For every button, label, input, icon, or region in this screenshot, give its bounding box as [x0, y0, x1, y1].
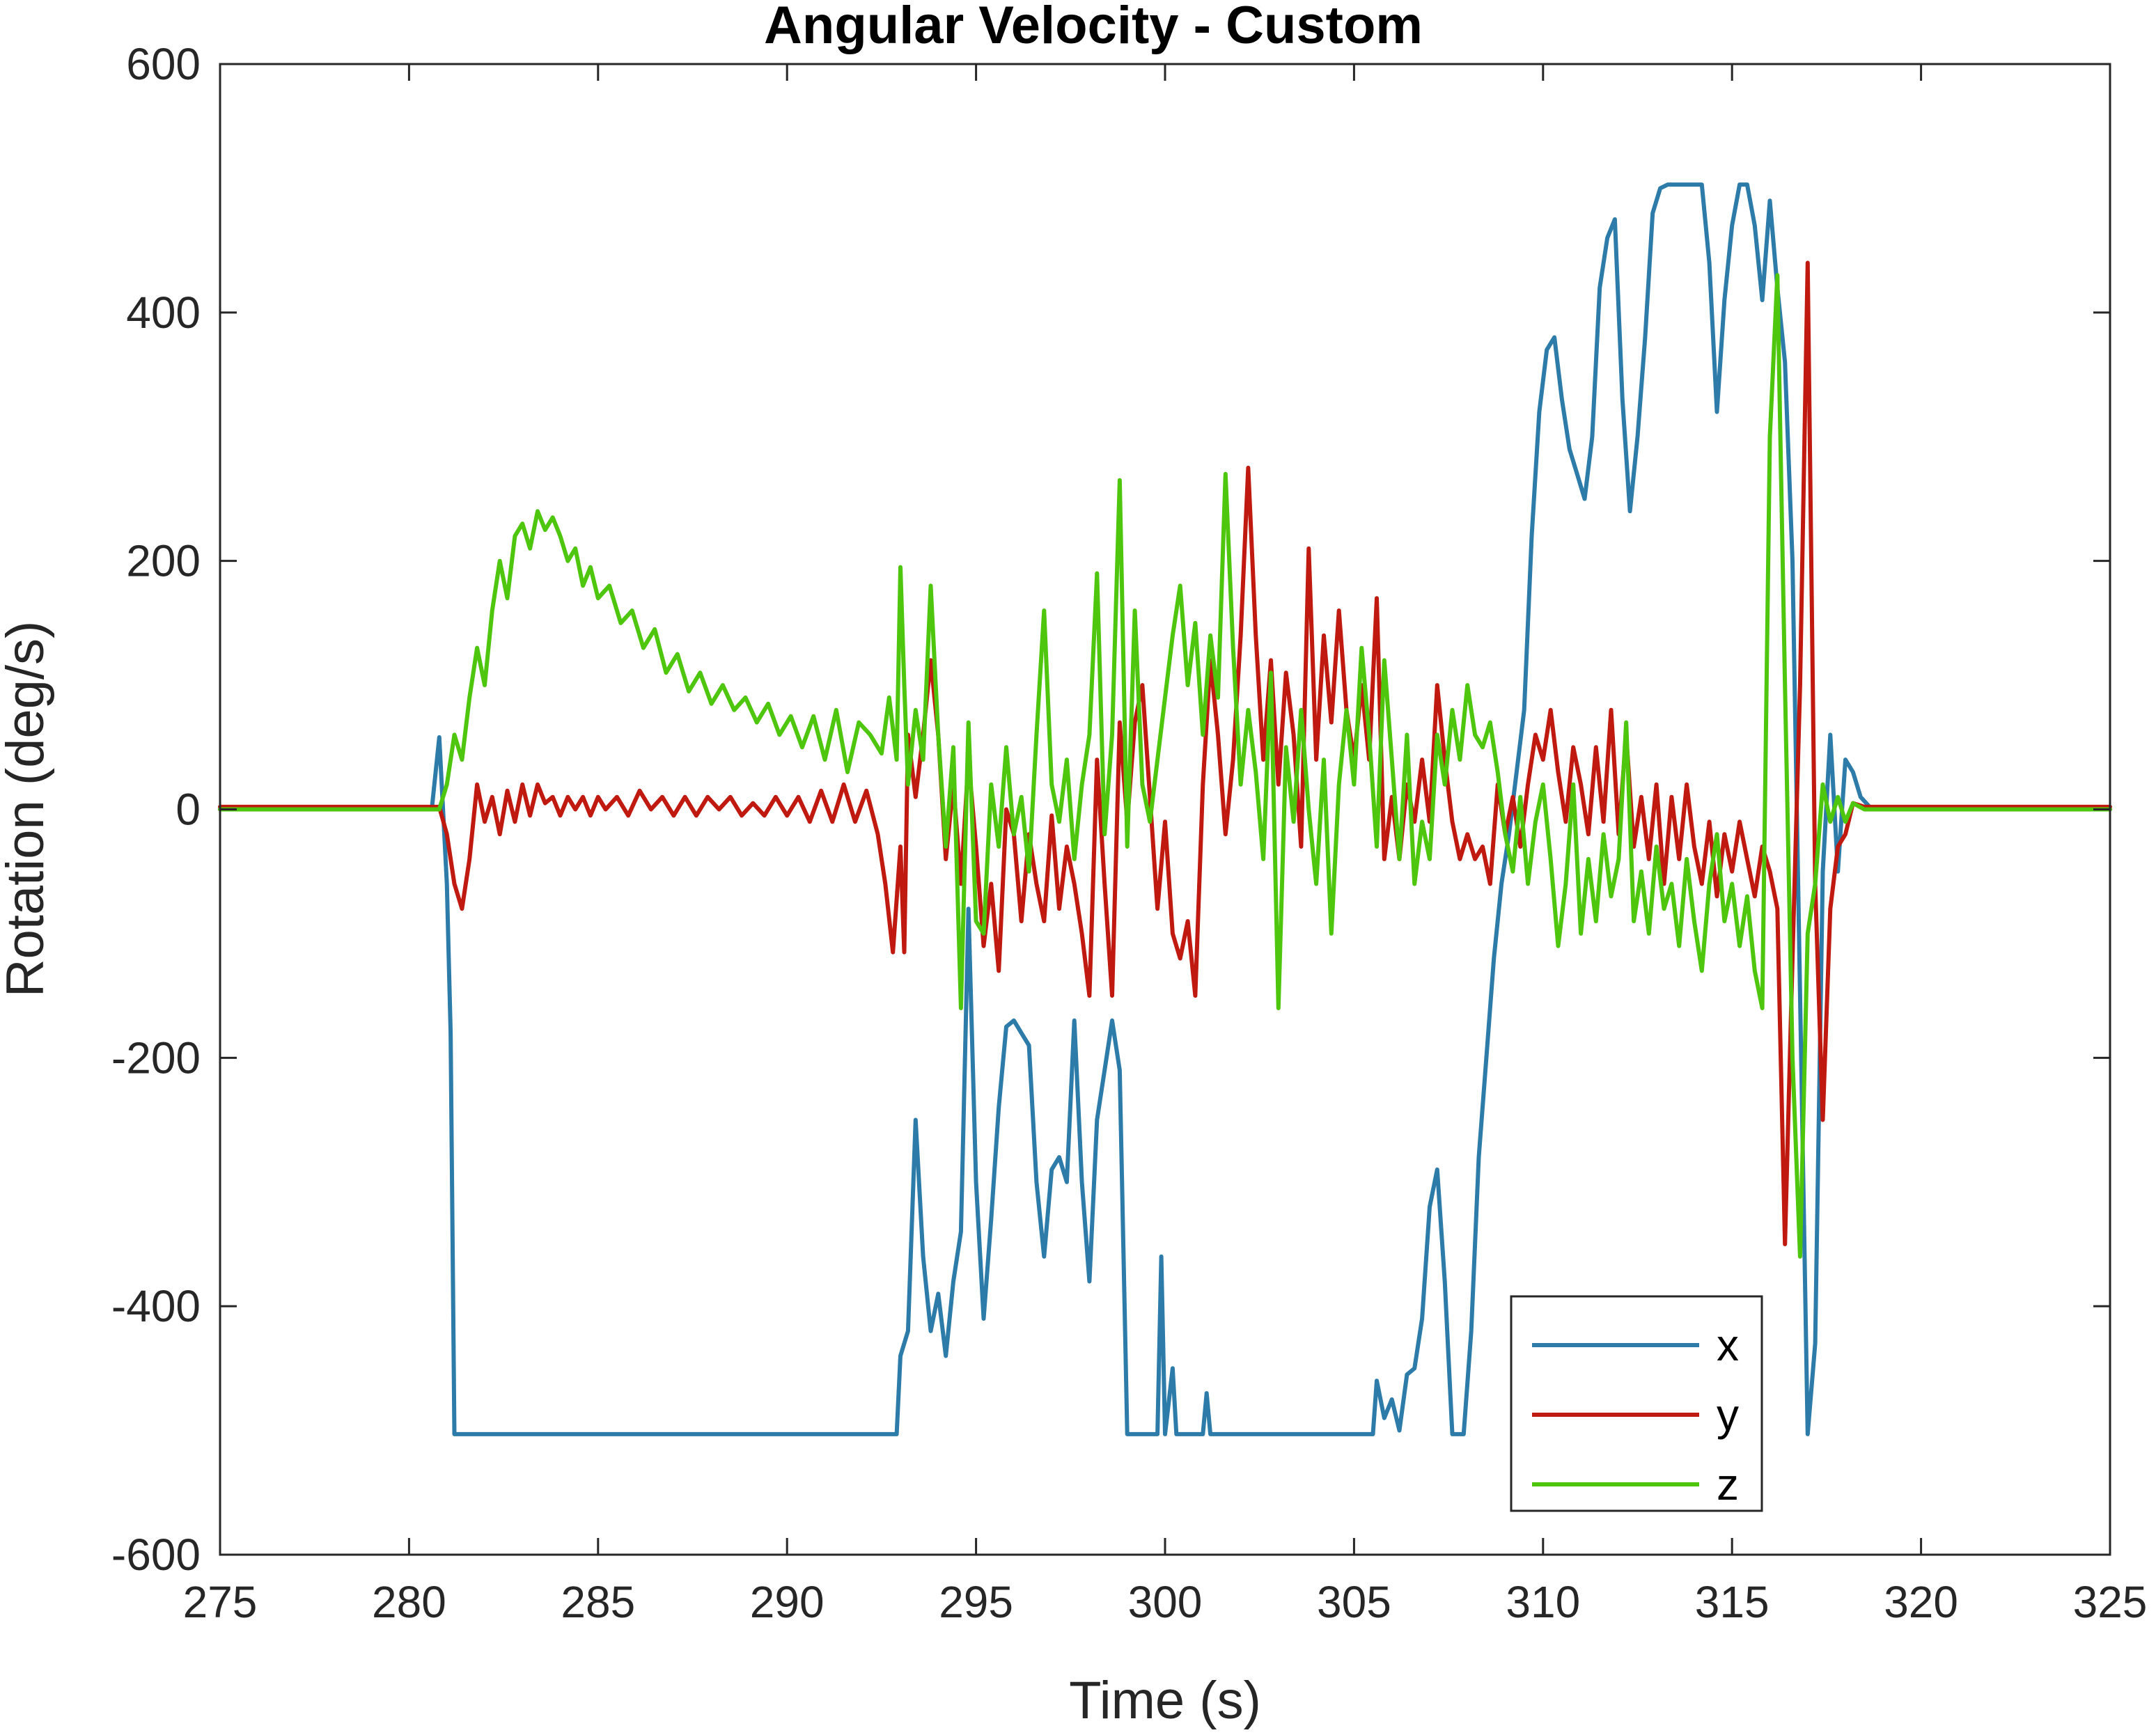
- x-tick-label: 325: [2073, 1577, 2148, 1627]
- y-tick-label: 600: [126, 39, 201, 89]
- series-line-x: [218, 182, 2112, 1436]
- series-line-y: [218, 260, 2112, 1246]
- x-tick-label: 315: [1695, 1577, 1770, 1627]
- x-tick-label: 290: [750, 1577, 825, 1627]
- legend: xyz: [1510, 1295, 1763, 1512]
- x-axis-label: Time (s): [1069, 1671, 1261, 1730]
- legend-box: [1510, 1295, 1763, 1512]
- y-tick-label: -600: [111, 1530, 201, 1580]
- legend-label-z: z: [1717, 1459, 1739, 1509]
- y-tick-label: -400: [111, 1281, 201, 1331]
- x-tick-label: 310: [1506, 1577, 1580, 1627]
- series-line-z: [218, 273, 2112, 1259]
- y-tick-label: 0: [175, 785, 201, 835]
- legend-entries: xyz: [1532, 1320, 1739, 1509]
- x-tick-label: 295: [939, 1577, 1013, 1627]
- chart-title: Angular Velocity - Custom: [764, 0, 1423, 55]
- plot-area: [218, 63, 2112, 1556]
- legend-label-y: y: [1717, 1390, 1739, 1440]
- y-axis-label: Rotation (deg/s): [0, 621, 55, 998]
- y-tick-label: 400: [126, 288, 201, 338]
- x-tick-label: 320: [1884, 1577, 1958, 1627]
- x-tick-label: 300: [1128, 1577, 1203, 1627]
- x-tick-label: 305: [1317, 1577, 1391, 1627]
- x-tick-label: 280: [372, 1577, 446, 1627]
- y-tick-label: 200: [126, 536, 201, 586]
- y-tick-label: -200: [111, 1033, 201, 1083]
- series-group: [218, 182, 2112, 1436]
- tick-labels: 275 280 285 290 295 300 305 310 315 320 325 -600 -40…: [111, 39, 2147, 1627]
- x-tick-label: 285: [561, 1577, 635, 1627]
- ticks-group: [219, 63, 2111, 1556]
- x-tick-label: 275: [183, 1577, 258, 1627]
- legend-label-x: x: [1717, 1320, 1739, 1370]
